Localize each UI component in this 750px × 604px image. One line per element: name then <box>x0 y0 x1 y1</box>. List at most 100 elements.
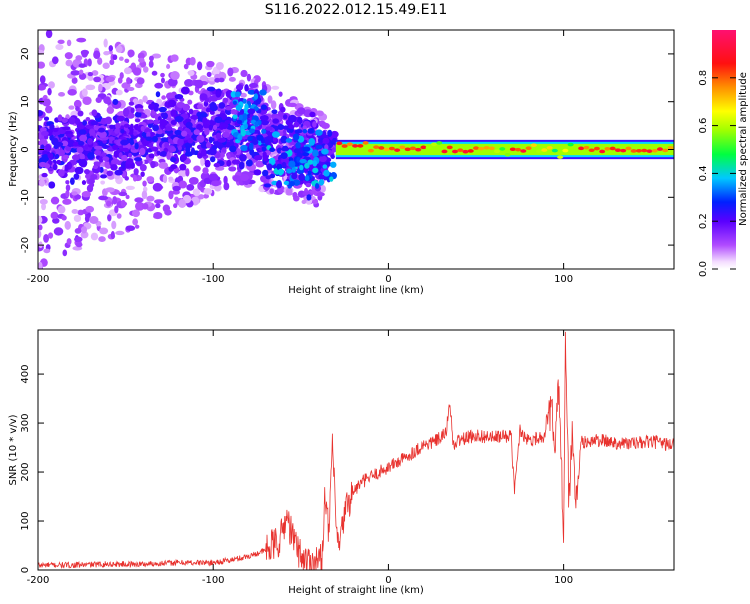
heatmap-cell <box>312 149 319 157</box>
heatmap-cell <box>41 203 47 211</box>
heatmap-cell <box>212 124 218 131</box>
heatmap-cell <box>218 77 225 83</box>
heatmap-cell <box>206 71 212 78</box>
heatmap-cell <box>268 157 276 166</box>
heatmap-cell <box>228 166 237 172</box>
snr-y-tick-label: 400 <box>20 365 31 384</box>
heatmap-cell <box>263 183 272 188</box>
heatmap-cell <box>94 149 102 156</box>
heatmap-cell <box>278 91 283 97</box>
heatmap-cell <box>94 145 103 150</box>
heatmap-cell <box>115 45 123 53</box>
heatmap-cell <box>208 125 213 131</box>
heatmap-cell <box>536 149 543 153</box>
heatmap-cell <box>69 177 75 185</box>
heatmap-cell <box>234 91 241 98</box>
heatmap-cell <box>76 146 84 154</box>
heatmap-cell <box>48 232 54 239</box>
heatmap-cell <box>75 55 83 61</box>
heatmap-cell <box>462 149 469 154</box>
heatmap-cell <box>45 105 53 114</box>
heatmap-cell <box>394 148 401 152</box>
heatmap-cell <box>307 170 312 176</box>
heatmap-cell <box>114 128 120 134</box>
heatmap-cell <box>221 147 227 153</box>
heatmap-cell <box>251 139 259 145</box>
heatmap-cell <box>132 67 142 76</box>
heatmap-cell <box>113 150 120 158</box>
heatmap-cell <box>149 55 154 62</box>
heatmap-cell <box>609 146 616 151</box>
heatmap-cell <box>61 215 67 221</box>
heatmap-cell <box>270 100 277 110</box>
heatmap-cell <box>248 128 255 134</box>
heatmap-cell <box>181 130 188 137</box>
heatmap-cell <box>247 136 253 141</box>
heatmap-cell <box>114 205 119 214</box>
spectrogram-y-tick-label: 0 <box>20 146 31 152</box>
heatmap-cell <box>120 139 129 146</box>
heatmap-cell <box>112 54 118 61</box>
heatmap-cell <box>165 126 173 132</box>
heatmap-cell <box>71 208 79 214</box>
heatmap-cell <box>228 76 236 82</box>
heatmap-cell <box>357 144 364 148</box>
heatmap-cell <box>327 129 333 137</box>
heatmap-cell <box>77 110 84 117</box>
heatmap-cell <box>167 77 178 87</box>
spectrogram-y-tick-label: 10 <box>20 95 31 108</box>
heatmap-cell <box>478 146 485 151</box>
heatmap-cell <box>367 148 374 153</box>
heatmap-cell <box>206 60 215 68</box>
heatmap-cell <box>170 156 177 163</box>
heatmap-cell <box>483 146 490 150</box>
heatmap-cell <box>71 77 78 84</box>
heatmap-cell <box>65 133 74 138</box>
spectrogram-x-tick-label: 100 <box>554 274 573 285</box>
heatmap-cell <box>148 103 156 110</box>
heatmap-cell <box>134 142 139 150</box>
heatmap-cell <box>302 125 307 130</box>
heatmap-cell <box>66 238 72 246</box>
heatmap-cell <box>221 123 229 130</box>
heatmap-cell <box>133 168 139 176</box>
heatmap-cell <box>112 196 118 205</box>
heatmap-cell <box>286 168 293 174</box>
heatmap-cell <box>194 79 204 88</box>
spectrogram-y-ticks: 20 10 0 -10 -20 <box>20 48 674 253</box>
heatmap-cell <box>599 149 606 154</box>
heatmap-cell <box>140 171 145 177</box>
colorbar-ticks: 0.0 0.2 0.4 0.6 0.8 <box>698 70 736 277</box>
heatmap-cell <box>95 97 102 103</box>
heatmap-cell <box>285 138 293 143</box>
heatmap-cell <box>120 199 126 207</box>
heatmap-cell <box>200 112 208 118</box>
heatmap-cell <box>262 169 269 177</box>
heatmap-cell <box>142 180 147 187</box>
heatmap-cell <box>205 107 212 113</box>
heatmap-cell <box>239 108 245 115</box>
heatmap-cell <box>259 115 269 121</box>
heatmap-cell <box>118 191 128 197</box>
heatmap-cell <box>185 121 193 129</box>
heatmap-cell <box>146 195 155 202</box>
heatmap-cell <box>93 50 101 60</box>
heatmap-cell <box>116 213 122 219</box>
heatmap-cell <box>116 115 126 122</box>
heatmap-cell <box>106 200 112 207</box>
heatmap-cell <box>253 106 259 111</box>
heatmap-cell <box>65 184 71 192</box>
heatmap-cell <box>137 52 145 60</box>
heatmap-cell <box>39 198 48 205</box>
heatmap-cell <box>209 110 215 115</box>
heatmap-cell <box>280 106 286 113</box>
heatmap-cell <box>53 227 64 236</box>
heatmap-cell <box>61 140 69 147</box>
heatmap-cell <box>121 147 130 153</box>
heatmap-cell <box>315 144 323 150</box>
heatmap-cell <box>125 158 134 165</box>
heatmap-cell <box>457 148 464 153</box>
heatmap-cell <box>203 188 213 195</box>
heatmap-cell <box>85 117 91 122</box>
snr-x-label: Height of straight line (km) <box>288 585 424 596</box>
